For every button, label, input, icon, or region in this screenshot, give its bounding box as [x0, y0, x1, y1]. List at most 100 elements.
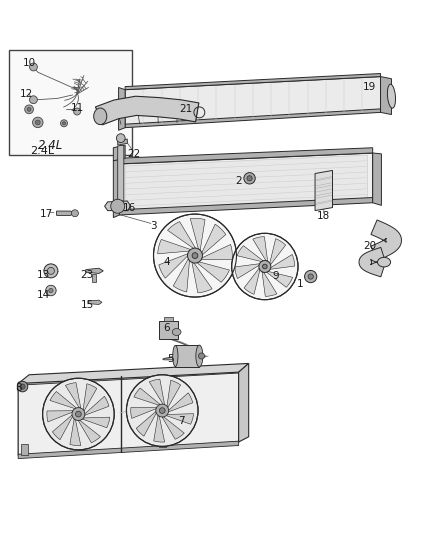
Polygon shape — [270, 254, 295, 269]
Polygon shape — [166, 414, 194, 424]
Circle shape — [42, 378, 114, 450]
Polygon shape — [162, 417, 184, 439]
Polygon shape — [154, 415, 165, 442]
Polygon shape — [159, 254, 188, 278]
Polygon shape — [113, 158, 120, 217]
Polygon shape — [164, 317, 173, 321]
Polygon shape — [83, 384, 97, 411]
Polygon shape — [125, 74, 381, 90]
Polygon shape — [197, 262, 230, 282]
Ellipse shape — [173, 345, 178, 367]
Circle shape — [247, 176, 252, 181]
Circle shape — [29, 63, 37, 71]
Text: 2.4L: 2.4L — [38, 139, 63, 152]
Polygon shape — [168, 222, 195, 248]
Polygon shape — [239, 364, 249, 442]
Polygon shape — [201, 245, 232, 260]
Polygon shape — [113, 145, 125, 161]
Polygon shape — [190, 218, 205, 250]
Polygon shape — [192, 262, 212, 293]
Polygon shape — [371, 220, 402, 261]
Polygon shape — [202, 224, 226, 255]
Text: 15: 15 — [81, 300, 94, 310]
Polygon shape — [235, 264, 260, 279]
Ellipse shape — [378, 257, 391, 267]
Ellipse shape — [172, 328, 181, 335]
Polygon shape — [120, 148, 373, 164]
Polygon shape — [18, 441, 239, 458]
Text: 8: 8 — [16, 383, 22, 393]
Circle shape — [308, 274, 313, 279]
Polygon shape — [134, 388, 160, 405]
Polygon shape — [244, 268, 260, 294]
Text: 10: 10 — [22, 59, 35, 68]
Circle shape — [127, 375, 198, 446]
Text: 5: 5 — [168, 354, 174, 364]
Polygon shape — [65, 383, 81, 408]
Text: 7: 7 — [179, 416, 185, 426]
Polygon shape — [18, 372, 239, 385]
Circle shape — [49, 288, 53, 293]
Bar — [10, 51, 132, 155]
Text: 20: 20 — [363, 240, 376, 251]
Polygon shape — [57, 211, 74, 215]
Polygon shape — [95, 96, 199, 125]
Polygon shape — [120, 198, 373, 215]
Circle shape — [159, 408, 165, 414]
Circle shape — [47, 268, 54, 274]
Polygon shape — [253, 237, 268, 261]
Circle shape — [35, 120, 40, 125]
Ellipse shape — [387, 84, 396, 108]
Ellipse shape — [196, 345, 203, 367]
Circle shape — [74, 108, 81, 115]
Polygon shape — [167, 380, 180, 408]
Text: 23: 23 — [81, 270, 94, 280]
Text: 3: 3 — [150, 221, 157, 231]
Polygon shape — [50, 392, 76, 409]
Text: 4: 4 — [163, 257, 170, 267]
Text: 22: 22 — [127, 149, 141, 159]
Text: 6: 6 — [163, 322, 170, 333]
Text: 16: 16 — [123, 203, 136, 213]
Polygon shape — [18, 364, 249, 384]
Polygon shape — [173, 259, 190, 292]
Text: 11: 11 — [71, 103, 84, 114]
Polygon shape — [125, 109, 381, 128]
Polygon shape — [169, 393, 193, 412]
Text: 1: 1 — [297, 279, 303, 289]
Polygon shape — [92, 274, 96, 282]
Circle shape — [25, 105, 33, 114]
Polygon shape — [125, 77, 381, 127]
Text: 19: 19 — [363, 83, 376, 93]
Polygon shape — [136, 411, 156, 436]
Polygon shape — [85, 396, 109, 415]
Polygon shape — [119, 87, 125, 130]
Polygon shape — [381, 77, 392, 115]
Text: 17: 17 — [40, 209, 53, 219]
Circle shape — [111, 199, 125, 213]
Polygon shape — [118, 145, 124, 202]
Circle shape — [187, 248, 202, 263]
Polygon shape — [359, 247, 385, 277]
Circle shape — [46, 285, 56, 296]
Polygon shape — [373, 153, 381, 205]
Text: 14: 14 — [37, 290, 50, 300]
Polygon shape — [53, 415, 72, 440]
Text: 2.4L: 2.4L — [30, 146, 54, 156]
Polygon shape — [315, 171, 332, 211]
Circle shape — [244, 173, 255, 184]
Polygon shape — [131, 407, 157, 418]
Polygon shape — [175, 345, 199, 367]
Polygon shape — [149, 379, 165, 405]
Text: 18: 18 — [317, 211, 330, 221]
Ellipse shape — [94, 108, 107, 125]
Text: 13: 13 — [37, 270, 50, 280]
Circle shape — [117, 134, 125, 142]
Text: 21: 21 — [180, 104, 193, 114]
Circle shape — [75, 411, 81, 417]
Polygon shape — [18, 372, 239, 455]
Text: 2: 2 — [235, 176, 242, 187]
Polygon shape — [267, 271, 293, 287]
Circle shape — [63, 122, 66, 125]
Circle shape — [44, 264, 58, 278]
